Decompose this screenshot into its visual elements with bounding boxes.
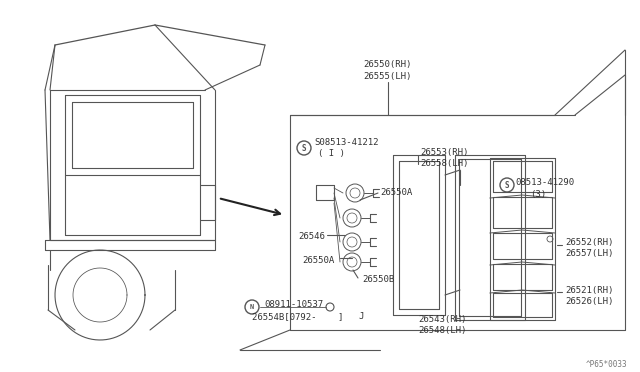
Text: N: N [250,304,254,310]
Text: (3): (3) [530,190,546,199]
Text: S: S [505,180,509,189]
Text: 26553(RH): 26553(RH) [420,148,468,157]
Text: 26550A: 26550A [302,256,334,265]
Text: S08513-41212: S08513-41212 [314,138,378,147]
Text: ( I ): ( I ) [318,149,345,158]
Text: 26546: 26546 [298,232,325,241]
Text: 26550A: 26550A [380,188,412,197]
Text: 26548(LH): 26548(LH) [418,326,467,335]
Text: ^P65*0033: ^P65*0033 [586,360,627,369]
Text: 26526(LH): 26526(LH) [565,297,613,306]
Text: 26550(RH): 26550(RH) [364,60,412,69]
Text: 08911-10537: 08911-10537 [264,300,323,309]
Text: 26555(LH): 26555(LH) [364,72,412,81]
Text: 26554B[0792-    ]: 26554B[0792- ] [252,312,344,321]
Text: 26558(LH): 26558(LH) [420,159,468,168]
Text: 26550B: 26550B [362,275,394,284]
Text: S: S [301,144,307,153]
Text: 26557(LH): 26557(LH) [565,249,613,258]
Text: 26552(RH): 26552(RH) [565,238,613,247]
Text: J: J [358,312,364,321]
Text: 08513-41290: 08513-41290 [515,178,574,187]
Text: 26521(RH): 26521(RH) [565,286,613,295]
Text: 26543(RH): 26543(RH) [418,315,467,324]
